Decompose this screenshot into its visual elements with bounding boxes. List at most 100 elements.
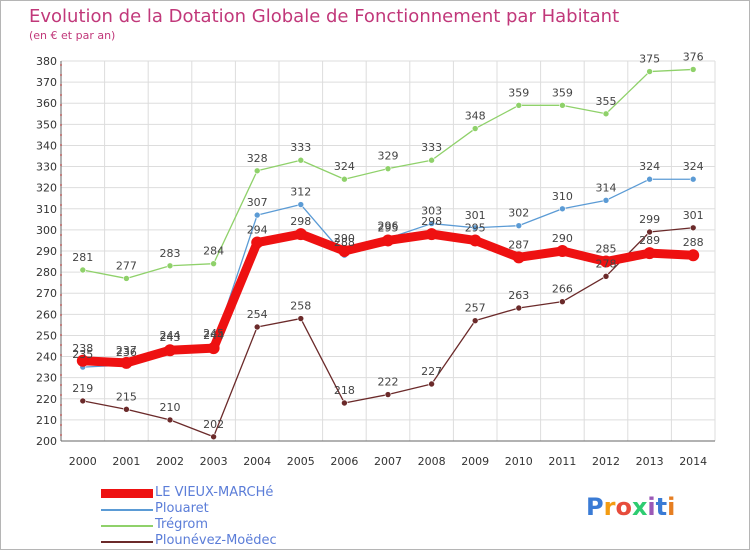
data-point [166,262,174,270]
y-tick-label: 250 [36,329,57,342]
data-label: 288 [683,236,704,249]
data-label: 227 [421,365,442,378]
data-label: 328 [247,152,268,165]
data-point [164,344,176,357]
data-point [559,298,566,305]
data-point [559,205,566,213]
data-point [79,397,87,405]
x-tick-label: 2014 [679,455,707,468]
data-label: 238 [72,342,93,355]
data-point [646,228,653,236]
y-tick-label: 210 [36,414,57,427]
legend-item: Plounévez-Moëdec [101,533,401,549]
logo-letter: o [615,493,632,521]
data-point [689,224,697,232]
proxiti-logo: Proxiti [586,493,675,521]
legend-label-plounevez: Plounévez-Moëdec [155,533,277,548]
logo-letter: i [647,493,656,521]
logo-letter: r [603,493,616,521]
y-tick-label: 270 [36,287,57,300]
data-label: 288 [334,236,355,249]
data-point [515,304,523,312]
data-point [600,255,612,268]
data-point [428,156,435,164]
data-label: 295 [465,221,486,234]
data-point [341,175,348,183]
data-point [471,224,479,232]
x-tick-label: 2003 [200,455,228,468]
legend-swatch-tregrom [101,525,153,527]
data-label: 254 [247,308,268,321]
data-point [515,102,523,109]
data-point [341,399,348,407]
data-label: 324 [639,160,660,173]
y-tick-label: 200 [36,435,57,448]
data-label: 301 [465,209,486,222]
legend-item: Trégrom [101,517,401,533]
x-tick-label: 2007 [374,455,402,468]
data-point [123,406,130,413]
data-label: 290 [552,232,573,245]
logo-letter: t [655,493,668,521]
data-point [253,211,261,219]
data-point [120,356,133,369]
data-point [471,125,479,132]
data-label: 236 [116,346,137,359]
y-tick-label: 260 [36,308,57,321]
data-label: 219 [72,382,93,395]
data-point [602,197,610,204]
data-point [210,260,217,267]
data-point [207,342,220,355]
data-label: 333 [421,141,442,154]
data-label: 218 [334,384,355,397]
y-tick-label: 240 [36,351,57,364]
legend-item: LE VIEUX-MARCHé [101,485,401,501]
y-tick-label: 230 [36,372,57,385]
y-tick-label: 380 [36,55,57,68]
legend: LE VIEUX-MARCHé Plouaret Trégrom Plounév… [101,485,401,549]
x-tick-label: 2010 [505,455,533,468]
x-tick-label: 2009 [461,455,489,468]
data-label: 307 [247,196,268,209]
legend-label-vieux-marche: LE VIEUX-MARCHé [155,485,274,500]
x-tick-label: 2001 [112,455,140,468]
data-point [76,354,89,367]
y-tick-label: 370 [36,76,57,89]
data-label: 324 [334,160,355,173]
data-point [556,245,569,257]
data-point [79,266,87,274]
data-point [123,275,130,282]
data-point [166,416,174,424]
x-tick-label: 2013 [636,455,664,468]
data-label: 283 [160,247,181,260]
data-point [643,247,656,260]
y-tick-label: 280 [36,266,57,279]
logo-letter: i [667,493,676,521]
data-point [428,220,435,227]
data-label: 277 [116,259,137,272]
data-label: 303 [421,205,442,218]
data-label: 294 [247,224,268,237]
data-point [384,165,392,172]
logo-letter: x [631,493,648,521]
data-point [338,245,351,257]
x-tick-label: 2006 [330,455,358,468]
legend-label-tregrom: Trégrom [155,517,209,532]
legend-swatch-plouaret [101,509,153,511]
data-label: 376 [683,50,704,63]
data-label: 287 [508,238,529,251]
data-point [251,236,264,249]
data-label: 295 [378,221,399,234]
data-label: 257 [465,302,486,315]
data-point [689,66,697,73]
y-tick-label: 330 [36,161,57,174]
x-tick-label: 2004 [243,455,271,468]
logo-letter: P [586,493,604,521]
chart-title: Evolution de la Dotation Globale de Fonc… [29,6,620,27]
data-label: 237 [116,344,137,357]
data-point [425,228,438,241]
data-label: 235 [72,348,93,361]
data-label: 222 [378,376,399,389]
